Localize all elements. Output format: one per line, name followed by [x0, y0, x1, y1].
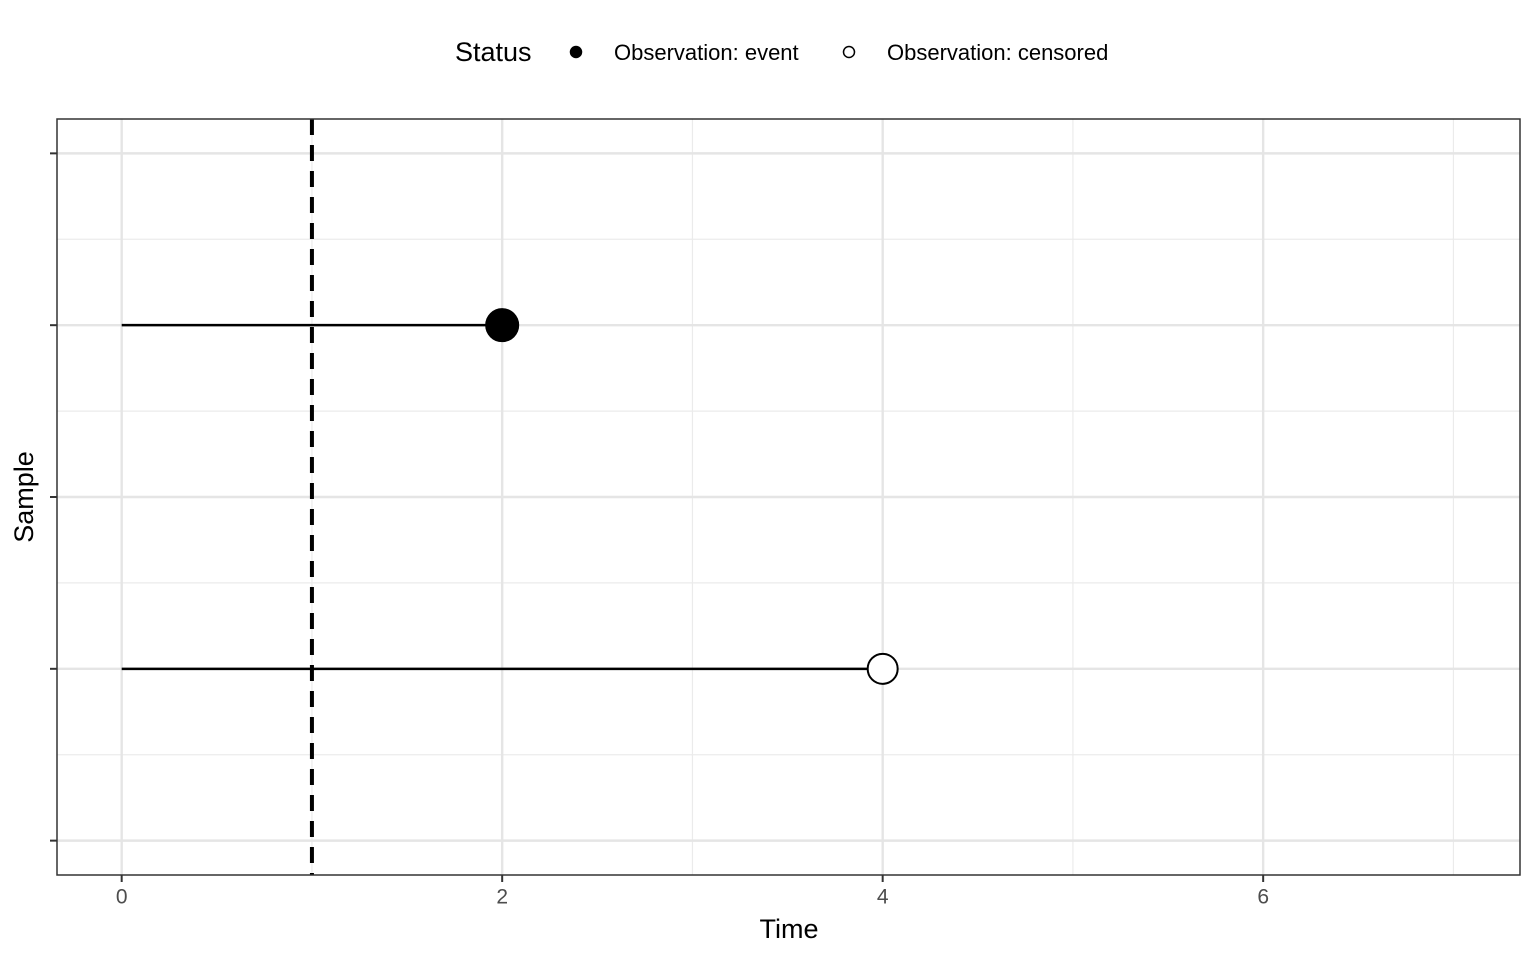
x-tick-label: 2: [496, 886, 508, 909]
observation-marker: [866, 652, 899, 685]
legend-key: [569, 45, 583, 59]
observation-marker: [485, 308, 520, 343]
legend-label: Observation: event: [614, 40, 799, 65]
legend-title: Status: [455, 37, 532, 67]
x-tick-label: 0: [116, 886, 128, 909]
legend-key: [842, 45, 856, 59]
legend-label: Observation: censored: [887, 40, 1108, 65]
y-axis-title: Sample: [9, 451, 39, 543]
x-tick-label: 6: [1257, 886, 1269, 909]
x-tick-label: 4: [877, 886, 889, 909]
x-axis-title: Time: [760, 914, 819, 944]
panel-border: [56, 118, 1521, 876]
